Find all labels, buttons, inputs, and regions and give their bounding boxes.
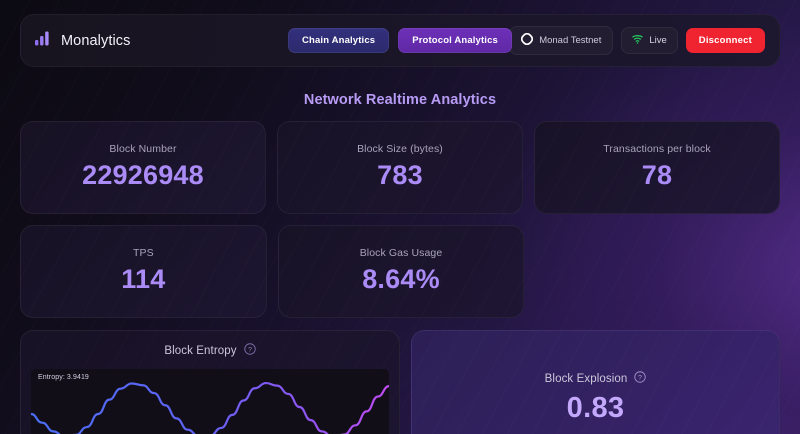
tab-chain-analytics[interactable]: Chain Analytics: [288, 28, 390, 53]
stat-card-transactions-per-block: Transactions per block 78: [534, 121, 780, 214]
question-mark-circle-icon[interactable]: ?: [243, 342, 256, 360]
stat-card-block-number: Block Number 22926948: [20, 121, 266, 214]
block-explosion-panel: Block Explosion ? 0.83: [411, 330, 780, 434]
live-status-badge[interactable]: Live: [621, 27, 678, 54]
wifi-icon: [632, 34, 644, 47]
stats-row-primary: Block Number 22926948 Block Size (bytes)…: [20, 121, 780, 214]
network-selector[interactable]: Monad Testnet: [509, 26, 614, 55]
bar-chart-icon: [35, 30, 52, 51]
entropy-waveform: [31, 381, 389, 434]
entropy-chart: Entropy: 3.9419: [31, 369, 389, 434]
block-explosion-header: Block Explosion ?: [545, 370, 647, 388]
stat-label: Block Gas Usage: [359, 247, 443, 259]
stat-label: Transactions per block: [603, 143, 711, 155]
nav-tabs: Chain Analytics Protocol Analytics: [288, 28, 512, 53]
block-explosion-value: 0.83: [566, 392, 625, 424]
live-status-label: Live: [649, 35, 667, 46]
disconnect-button[interactable]: Disconnect: [685, 28, 765, 53]
stat-card-block-gas-usage: Block Gas Usage 8.64%: [277, 225, 525, 318]
tab-protocol-analytics[interactable]: Protocol Analytics: [398, 28, 512, 53]
block-entropy-panel: Block Entropy ? Entropy: 3.9419: [20, 330, 400, 434]
svg-text:?: ?: [248, 347, 252, 354]
stat-value: 78: [641, 160, 673, 190]
top-navbar: Monalytics Chain Analytics Protocol Anal…: [20, 14, 780, 67]
stats-row-spacer: [535, 225, 780, 318]
panel-title: Block Explosion: [544, 373, 628, 385]
stat-value: 22926948: [82, 160, 204, 190]
question-mark-circle-icon[interactable]: ?: [634, 370, 647, 388]
brand-logo[interactable]: Monalytics: [35, 30, 131, 51]
header-right-group: Monad Testnet Live Disconnect: [509, 26, 765, 55]
svg-text:?: ?: [638, 375, 642, 382]
stat-label: Block Size (bytes): [357, 143, 443, 155]
stat-value: 114: [121, 264, 166, 294]
page-title: Network Realtime Analytics: [303, 92, 497, 108]
stat-label: TPS: [132, 247, 154, 259]
stat-value: 783: [377, 160, 423, 190]
network-label: Monad Testnet: [539, 35, 602, 46]
bottom-panels-row: Block Entropy ? Entropy: 3.9419: [20, 330, 780, 434]
stats-row-secondary: TPS 114 Block Gas Usage 8.64%: [20, 225, 780, 318]
stat-card-block-size: Block Size (bytes) 783: [277, 121, 523, 214]
block-entropy-header: Block Entropy ?: [21, 342, 399, 360]
monad-diamond-icon: [521, 32, 534, 48]
stat-label: Block Number: [109, 143, 177, 155]
brand-name: Monalytics: [61, 32, 131, 49]
stat-card-tps: TPS 114: [20, 225, 267, 318]
panel-title: Block Entropy: [164, 345, 237, 357]
entropy-annotation: Entropy: 3.9419: [38, 374, 89, 381]
stat-value: 8.64%: [362, 264, 440, 294]
